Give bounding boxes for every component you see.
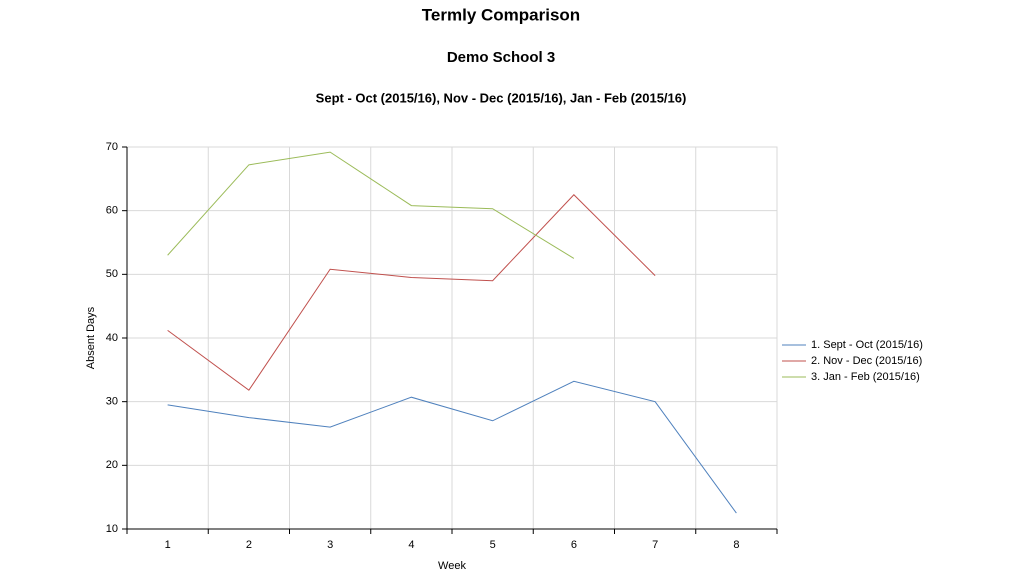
x-tick-label: 6 (571, 539, 577, 551)
y-tick-label: 50 (106, 268, 118, 280)
y-axis-label: Absent Days (85, 306, 97, 369)
legend-label: 2. Nov - Dec (2015/16) (811, 355, 922, 367)
x-tick-label: 4 (408, 539, 414, 551)
x-tick-label: 3 (327, 539, 333, 551)
x-tick-label: 2 (246, 539, 252, 551)
series-line (167, 151, 575, 259)
chart-subtitle: Demo School 3 (447, 49, 555, 66)
legend-label: 1. Sept - Oct (2015/16) (811, 339, 923, 351)
y-tick-label: 30 (106, 396, 118, 408)
legend-label: 3. Jan - Feb (2015/16) (811, 371, 920, 383)
y-tick-label: 60 (106, 205, 118, 217)
chart-subtitle: Sept - Oct (2015/16), Nov - Dec (2015/16… (316, 90, 687, 105)
x-tick-label: 5 (490, 539, 496, 551)
x-axis-label: Week (438, 560, 466, 572)
y-tick-label: 40 (106, 332, 118, 344)
series-line (167, 380, 737, 514)
y-tick-label: 20 (106, 459, 118, 471)
x-tick-label: 1 (165, 539, 171, 551)
series-line (167, 194, 656, 391)
y-tick-label: 70 (106, 141, 118, 153)
y-tick-label: 10 (106, 523, 118, 535)
x-tick-label: 7 (652, 539, 658, 551)
x-tick-label: 8 (733, 539, 739, 551)
chart-title: Termly Comparison (422, 5, 580, 24)
